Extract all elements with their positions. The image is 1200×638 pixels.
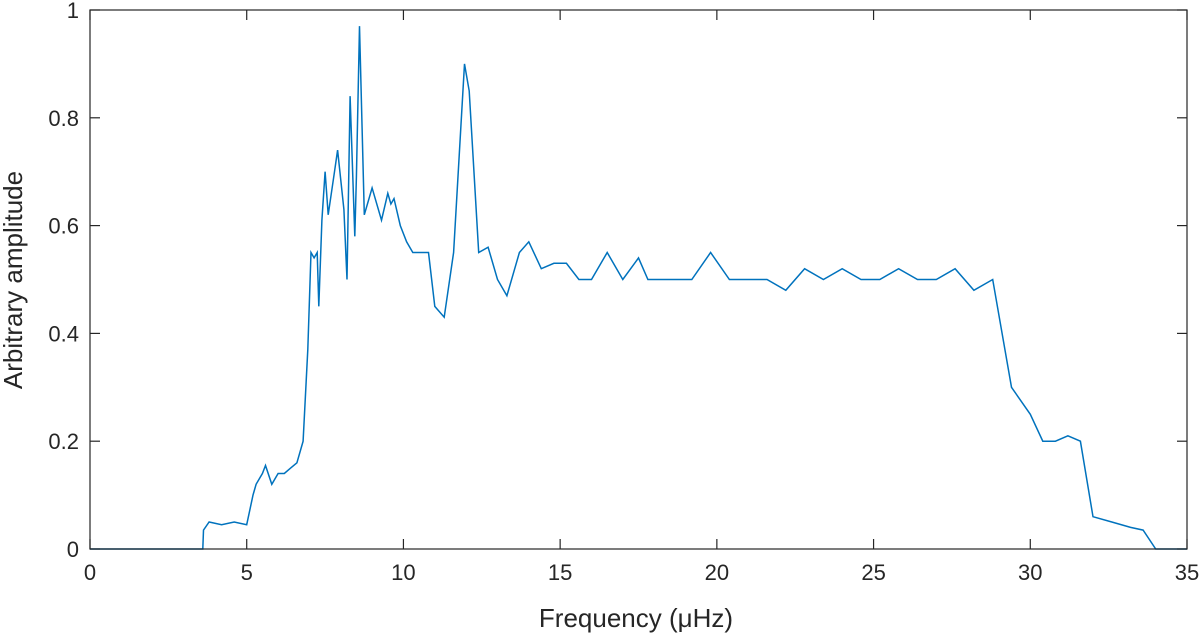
y-tick-label: 1 bbox=[67, 0, 79, 23]
x-tick-label: 15 bbox=[548, 560, 572, 585]
y-tick-label: 0.8 bbox=[48, 106, 79, 131]
y-axis-label: Arbitrary amplitude bbox=[0, 171, 28, 389]
x-tick-label: 10 bbox=[391, 560, 415, 585]
y-tick-label: 0 bbox=[67, 537, 79, 562]
y-tick-label: 0.6 bbox=[48, 214, 79, 239]
axes-frame bbox=[89, 9, 1188, 550]
y-tick-label: 0.2 bbox=[48, 429, 79, 454]
x-tick-label: 5 bbox=[241, 560, 253, 585]
x-tick-label: 0 bbox=[84, 560, 96, 585]
plot-box bbox=[89, 9, 1188, 550]
x-axis-label: Frequency (μHz) bbox=[539, 603, 733, 633]
x-tick-label: 25 bbox=[861, 560, 885, 585]
y-axis-ticks: 0 0.2 0.4 0.6 0.8 1 bbox=[48, 0, 1187, 562]
plot-area bbox=[90, 26, 1187, 550]
x-tick-label: 30 bbox=[1018, 560, 1042, 585]
y-tick-label: 0.4 bbox=[48, 321, 79, 346]
x-tick-label: 20 bbox=[705, 560, 729, 585]
x-axis-ticks: 0 5 10 15 20 25 30 35 bbox=[84, 10, 1199, 585]
x-tick-label: 35 bbox=[1175, 560, 1199, 585]
data-series-line bbox=[90, 26, 1187, 550]
